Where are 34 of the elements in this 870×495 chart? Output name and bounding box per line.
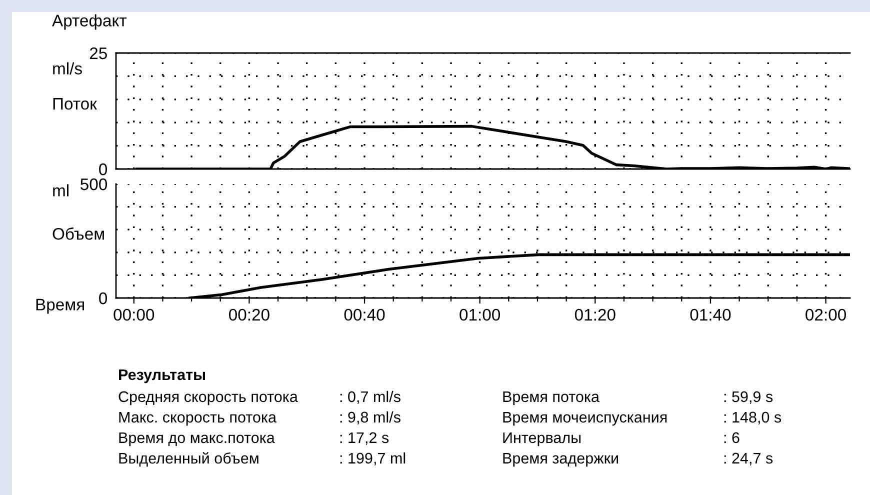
x-tick-label: 00:00 (114, 308, 154, 321)
text: : 148,0 s (724, 412, 782, 424)
text: Средняя скорость потока (118, 391, 298, 406)
x-tick-label: 01:40 (690, 308, 731, 321)
text: Макс. скорость потока (119, 412, 276, 426)
x-axis-title: Время (36, 298, 84, 314)
text: Результаты (119, 369, 206, 384)
text: Выделенный объем (119, 452, 258, 467)
text: ml (53, 184, 68, 196)
y-tick-label: 0 (99, 163, 108, 176)
y-axis-title: Поток (53, 98, 97, 110)
text: : 59,9 s (724, 391, 773, 404)
y-axis-title: Объем (52, 227, 104, 240)
x-tick-label: 00:20 (228, 308, 270, 321)
text: Время мочеиспускания (503, 412, 667, 426)
text: : 6 (724, 432, 740, 444)
text: : 199,7 ml (340, 452, 406, 466)
text: : 24,7 s (724, 452, 773, 466)
x-tick-label: 01:20 (574, 308, 616, 321)
text: Время до макс.потока (119, 432, 275, 446)
text: : 17,2 s (340, 432, 389, 445)
text: : 0,7 ml/s (340, 390, 400, 404)
text: : 9,8 ml/s (340, 411, 400, 424)
x-tick-label: 00:40 (344, 308, 385, 321)
text: Интервалы (503, 432, 581, 446)
y-tick-label: 25 (90, 47, 107, 60)
text: Артефакт (52, 14, 127, 30)
text: Время потока (503, 391, 600, 406)
y-tick-label: 500 (80, 178, 108, 190)
text: Время задержки (503, 452, 618, 467)
y-tick-label: 0 (99, 292, 108, 304)
x-tick-label: 02:00 (806, 308, 846, 321)
x-tick-label: 01:00 (460, 308, 500, 321)
text: ml/s (53, 62, 82, 74)
